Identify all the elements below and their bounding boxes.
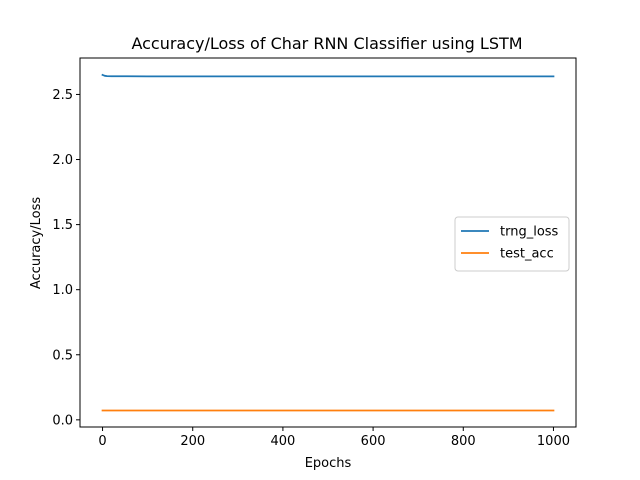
x-tick-label: 400 (270, 434, 295, 449)
legend-label-trng-loss: trng_loss (500, 225, 559, 240)
x-tick-label: 600 (361, 434, 386, 449)
y-tick-label: 0.0 (52, 413, 73, 428)
x-tick-label: 200 (180, 434, 205, 449)
y-tick-label: 0.5 (52, 348, 73, 363)
legend: trng_loss test_acc (454, 216, 570, 272)
legend-label-test-acc: test_acc (500, 247, 554, 262)
y-tick-label: 2.5 (52, 88, 73, 103)
plot-area (101, 73, 555, 412)
x-tick-label: 1000 (537, 434, 570, 449)
x-tick-label: 800 (451, 434, 476, 449)
series-line-trng-loss (101, 73, 555, 78)
y-tick-label: 1.5 (52, 218, 73, 233)
axes-frame (79, 57, 577, 428)
y-axis: 0.0 0.5 1.0 1.5 2.0 2.5 (52, 88, 80, 428)
x-axis-label: Epochs (305, 456, 352, 471)
y-axis-label: Accuracy/Loss (29, 197, 44, 289)
y-tick-label: 1.0 (52, 283, 73, 298)
x-axis: 0 200 400 600 800 1000 (98, 427, 570, 449)
y-tick-label: 2.0 (52, 153, 73, 168)
x-tick-label: 0 (98, 434, 106, 449)
chart-title: Accuracy/Loss of Char RNN Classifier usi… (131, 34, 522, 53)
